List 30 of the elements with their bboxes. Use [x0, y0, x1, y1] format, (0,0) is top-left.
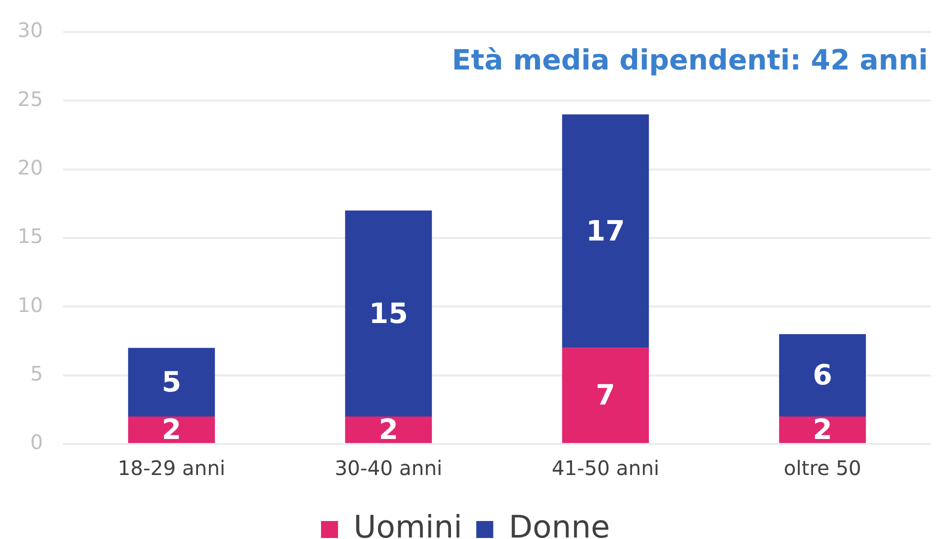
data-label: 17 [586, 214, 625, 248]
bar [562, 348, 649, 443]
data-label: 7 [596, 378, 616, 412]
data-label: 5 [162, 365, 182, 398]
y-tick-label: 5 [30, 362, 43, 386]
y-tick-label: 20 [18, 156, 43, 180]
data-label: 2 [812, 413, 832, 446]
legend-label: Uomini [354, 510, 462, 539]
bar [345, 416, 432, 443]
x-tick-label: 18-29 anni [118, 456, 226, 480]
y-tick-label: 25 [18, 86, 43, 111]
data-label: 6 [812, 358, 832, 392]
bar [128, 416, 215, 443]
data-label: 15 [369, 296, 408, 330]
y-tick-label: 10 [18, 292, 43, 317]
y-tick-label: 0 [30, 430, 43, 454]
x-tick-label: 30-40 anni [334, 456, 442, 480]
legend-label: Donne [508, 510, 610, 539]
chart-title: Età media dipendenti: 42 anni [452, 43, 928, 76]
bar [345, 210, 432, 417]
bar [779, 416, 866, 443]
bar [562, 114, 649, 348]
bar [128, 348, 215, 417]
data-label: 2 [378, 413, 398, 446]
y-tick-label: 30 [18, 18, 43, 42]
data-label: 2 [162, 413, 182, 446]
y-tick-label: 15 [18, 224, 43, 248]
x-tick-label: oltre 50 [784, 456, 862, 480]
bar [779, 334, 866, 417]
x-tick-label: 41-50 anni [552, 456, 660, 480]
